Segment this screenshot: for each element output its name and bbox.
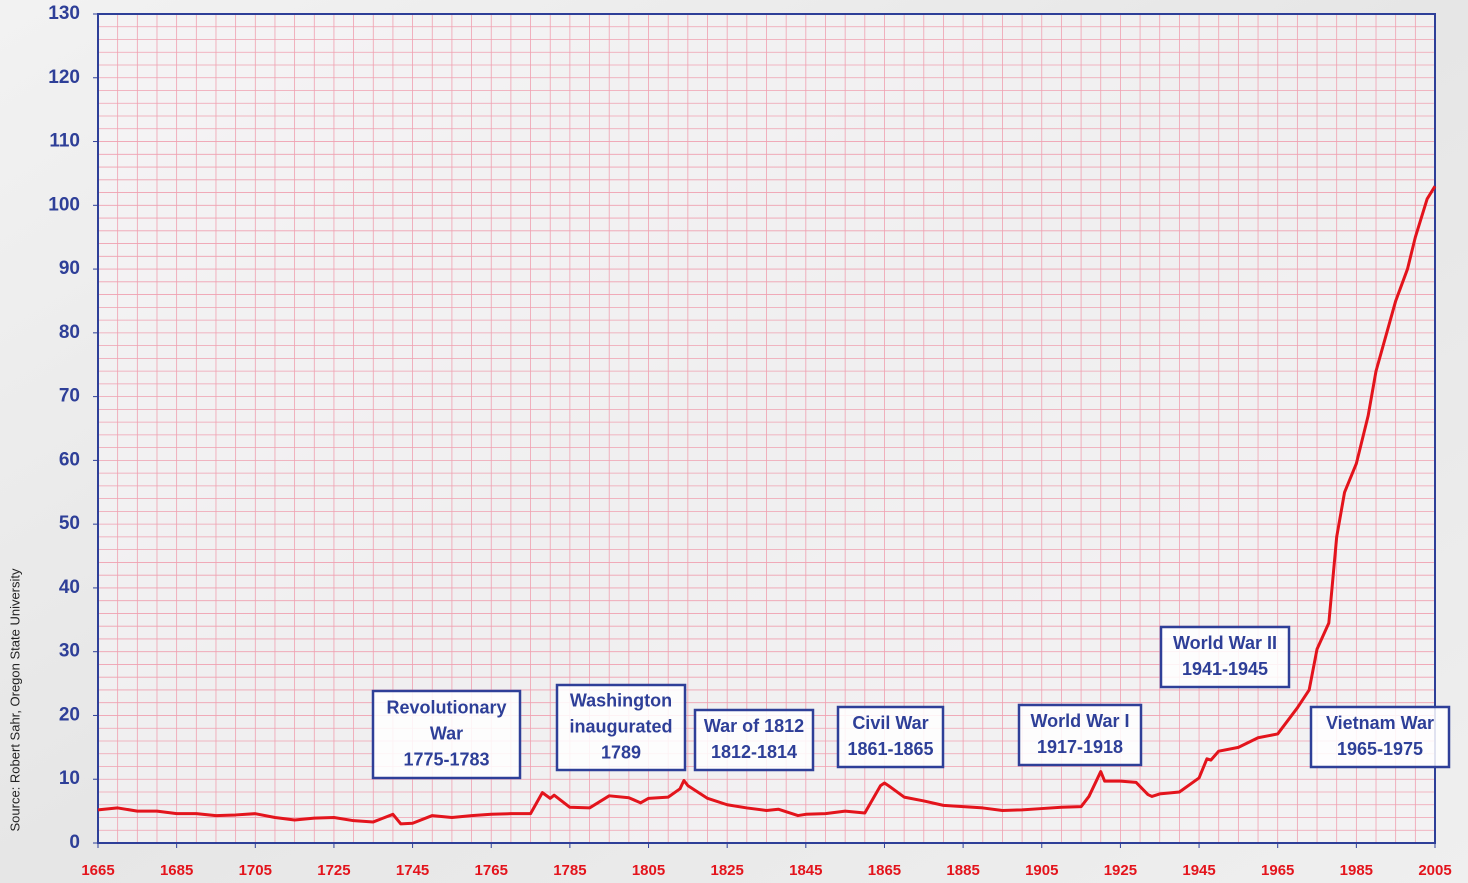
x-tick-label: 1785 (553, 862, 586, 879)
x-tick-label: 1805 (632, 862, 665, 879)
x-tick-label: 1945 (1182, 862, 1215, 879)
annotation-text: World War II (1173, 633, 1277, 653)
x-tick-label: 1685 (160, 862, 193, 879)
annotation-text: 1917-1918 (1037, 737, 1123, 757)
y-tick-label: 10 (59, 768, 80, 789)
annotation-text: Civil War (852, 713, 928, 733)
y-tick-label: 130 (48, 3, 80, 24)
annotation: War of 1812 1812-1814 (695, 710, 813, 770)
chart: 0 10 20 30 40 50 60 70 80 90 100 110 120 130 1665 1685 1… (0, 0, 1468, 883)
annotation-text: Washington (570, 690, 672, 710)
y-tick-label: 0 (69, 832, 80, 853)
x-tick-label: 1985 (1340, 862, 1373, 879)
x-tick-label: 1845 (789, 862, 822, 879)
y-tick-label: 110 (49, 131, 80, 152)
annotation-text: 1965-1975 (1337, 739, 1423, 759)
y-tick-label: 70 (59, 386, 80, 407)
annotation-text: War (430, 723, 463, 743)
annotation-text: World War I (1031, 711, 1130, 731)
x-tick-label: 1905 (1025, 862, 1058, 879)
y-tick-label: 80 (59, 322, 80, 343)
annotation: Civil War 1861-1865 (838, 707, 943, 767)
annotation: Revolutionary War 1775-1783 (373, 691, 520, 778)
x-tick-label: 1965 (1261, 862, 1294, 879)
annotation-text: 1861-1865 (847, 739, 933, 759)
annotation-text: Revolutionary (386, 697, 506, 717)
y-tick-label: 30 (59, 641, 80, 662)
y-tick-label: 100 (48, 194, 80, 215)
y-tick-label: 20 (59, 704, 80, 725)
annotation-text: 1775-1783 (403, 749, 489, 769)
x-tick-label: 2005 (1418, 862, 1451, 879)
annotation-text: 1812-1814 (711, 742, 797, 762)
annotation: Washington inaugurated 1789 (557, 685, 685, 770)
x-tick-label: 1745 (396, 862, 429, 879)
y-tick-label: 50 (59, 513, 80, 534)
x-tick-label: 1725 (317, 862, 350, 879)
y-tick-label: 120 (48, 67, 80, 88)
annotation-text: War of 1812 (704, 716, 804, 736)
x-tick-label: 1665 (81, 862, 114, 879)
x-tick-label: 1885 (946, 862, 979, 879)
x-tick-label: 1825 (710, 862, 743, 879)
annotation: World War I 1917-1918 (1019, 705, 1141, 765)
x-tick-label: 1865 (868, 862, 901, 879)
y-tick-label: 60 (59, 449, 80, 470)
annotation-text: Vietnam War (1326, 713, 1434, 733)
y-tick-label: 90 (59, 258, 80, 279)
annotation-text: 1941-1945 (1182, 659, 1268, 679)
source-note: Source: Robert Sahr, Oregon State Univer… (7, 568, 22, 832)
x-tick-label: 1765 (475, 862, 508, 879)
annotation: World War II 1941-1945 (1161, 627, 1289, 687)
annotation: Vietnam War 1965-1975 (1311, 707, 1449, 767)
x-tick-label: 1705 (239, 862, 272, 879)
annotation-text: 1789 (601, 742, 641, 762)
annotation-text: inaugurated (569, 716, 672, 736)
x-tick-label: 1925 (1104, 862, 1137, 879)
y-tick-label: 40 (59, 577, 80, 598)
